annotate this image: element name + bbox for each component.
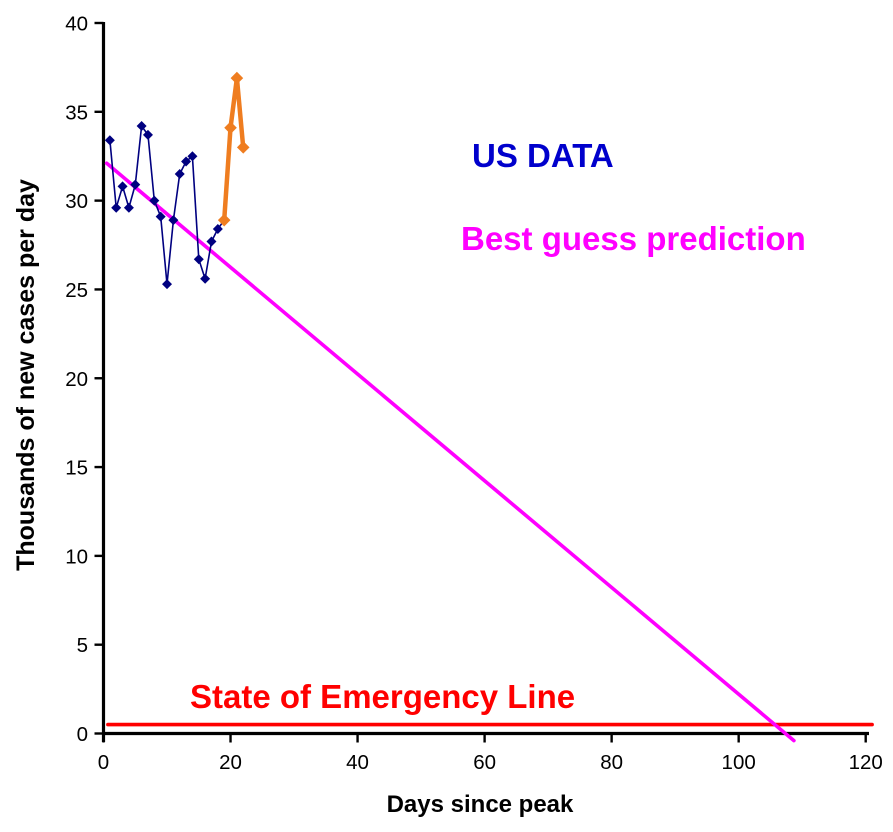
prediction-label: Best guess prediction bbox=[461, 220, 806, 257]
data-point-diamond bbox=[206, 236, 217, 247]
data-point-diamond bbox=[149, 195, 160, 206]
y-tick-label: 35 bbox=[65, 101, 88, 124]
data-point-diamond bbox=[187, 151, 198, 162]
data-point-diamond bbox=[155, 211, 166, 222]
series-prediction-line bbox=[104, 161, 796, 743]
y-tick-label: 10 bbox=[65, 545, 88, 568]
data-point-diamond bbox=[230, 71, 244, 85]
y-tick-label: 5 bbox=[77, 634, 88, 657]
y-tick-label: 30 bbox=[65, 190, 88, 213]
x-tick-label: 60 bbox=[473, 751, 496, 774]
x-tick-label: 40 bbox=[346, 751, 369, 774]
y-tick-label: 40 bbox=[65, 13, 88, 36]
x-tick-label: 0 bbox=[98, 751, 109, 774]
data-point-diamond bbox=[168, 215, 179, 226]
data-point-diamond bbox=[136, 121, 147, 132]
series-observed-data bbox=[104, 121, 230, 290]
x-tick-label: 80 bbox=[600, 751, 623, 774]
y-tick-label: 25 bbox=[65, 279, 88, 302]
x-tick-label: 100 bbox=[722, 751, 756, 774]
data-point-diamond bbox=[217, 213, 231, 227]
data-point-diamond bbox=[174, 168, 185, 179]
y-tick-label: 20 bbox=[65, 368, 88, 391]
axes: 0 20 40 60 80 100 120 0 5 10 15 20 25 30 35 40 bbox=[65, 13, 883, 775]
emergency-line-label: State of Emergency Line bbox=[190, 678, 575, 715]
data-point-diamond bbox=[181, 156, 192, 167]
chart-generated-layers: 0 20 40 60 80 100 120 0 5 10 15 20 25 30 35 40 bbox=[65, 13, 883, 775]
data-point-diamond bbox=[123, 202, 134, 213]
data-point-diamond bbox=[236, 141, 250, 154]
x-axis-title: Days since peak bbox=[387, 791, 574, 818]
y-axis-title: Thousands of new cases per day bbox=[12, 179, 40, 571]
x-tick-label: 120 bbox=[849, 751, 883, 774]
data-point-diamond bbox=[200, 273, 211, 284]
y-tick-label: 15 bbox=[65, 457, 88, 480]
data-point-diamond bbox=[162, 279, 173, 290]
data-point-diamond bbox=[117, 181, 128, 192]
data-point-diamond bbox=[212, 224, 223, 235]
series-line bbox=[104, 161, 796, 743]
us-data-label: US DATA bbox=[472, 137, 614, 174]
data-point-diamond bbox=[142, 129, 153, 140]
series-line bbox=[221, 75, 246, 223]
data-point-diamond bbox=[111, 202, 122, 213]
series-observed-data-recent bbox=[217, 71, 250, 227]
data-point-diamond bbox=[224, 121, 237, 135]
x-tick-label: 20 bbox=[219, 751, 242, 774]
data-point-diamond bbox=[193, 254, 204, 265]
data-point-diamond bbox=[104, 135, 115, 146]
y-tick-label: 0 bbox=[77, 723, 88, 746]
data-point-diamond bbox=[130, 179, 141, 190]
